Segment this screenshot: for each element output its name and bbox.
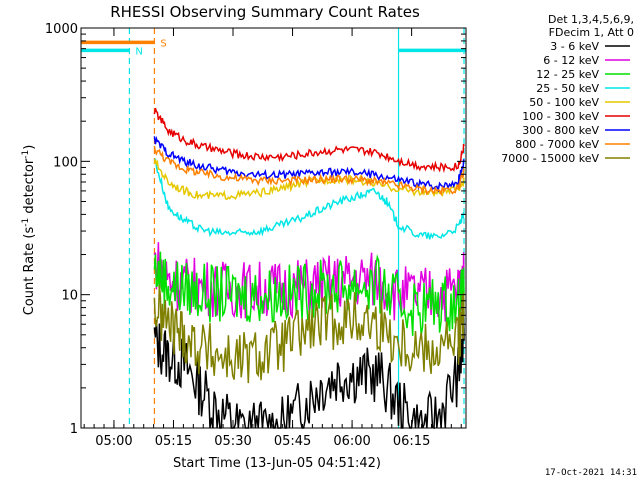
legend-label-3-6-kev: 3 - 6 keV [550,40,599,53]
series-lines [153,107,465,430]
legend-label-100-300-kev: 100 - 300 keV [522,110,599,123]
series-line-300-800-kev [153,135,465,193]
y-axis-label-end: ) [22,145,37,150]
instrument-status-bars: SN [81,38,466,57]
x-tick-label-05-15: 05:15 [155,434,192,449]
y-tick-label-10: 10 [61,289,78,304]
legend-header-0: Det 1,3,4,5,6,9, [548,13,634,26]
y-axis-label-sup2: -1 [21,150,31,159]
y-tick-label-1000: 1000 [45,22,78,37]
series-line-800-7000-kev [153,145,465,197]
x-tick-label-05-45: 05:45 [274,434,311,449]
plot-frame [80,27,467,429]
x-tick-label-06-15: 06:15 [393,434,430,449]
legend-label-6-12-kev: 6 - 12 keV [543,54,599,67]
y-tick-label-1: 1 [70,422,78,437]
series-line-3-6-kev [153,314,465,430]
y-axis-label-main: Count Rate (s [22,227,37,316]
x-tick-label-06-00: 06:00 [333,434,370,449]
plot-area: SN [81,28,466,430]
legend-label-25-50-kev: 25 - 50 keV [536,82,599,95]
series-line-100-300-kev [153,107,465,174]
legend: Det 1,3,4,5,6,9,FDecim 1, Att 03 - 6 keV… [501,13,634,165]
status-bar-label-n: N [135,46,142,57]
x-tick-label-05-30: 05:30 [214,434,251,449]
series-line-25-50-kev [154,158,465,240]
y-axis-label: Count Rate (s-1 detector-1) [21,145,37,316]
chart-title: RHESSI Observing Summary Count Rates [110,3,420,21]
y-axis-label-mid: detector [22,158,37,218]
legend-label-50-100-kev: 50 - 100 keV [529,96,599,109]
legend-label-12-25-kev: 12 - 25 keV [536,68,599,81]
legend-label-7000-15000-kev: 7000 - 15000 keV [501,152,599,165]
instrument-state-lines [128,28,465,428]
x-tick-label-05-00: 05:00 [95,434,132,449]
status-bar-label-s: S [160,38,166,49]
y-axis-label-sup1: -1 [21,218,31,227]
series-line-7000-15000-kev [153,284,465,384]
y-tick-label-100: 100 [53,155,78,170]
x-axis-label: Start Time (13-Jun-05 04:51:42) [173,456,381,471]
axes: 05:00 05:15 05:30 05:45 06:00 06:15 1 10 100 1000 [45,22,467,449]
footer-timestamp: 17-Oct-2021 14:31 [545,468,637,478]
legend-label-800-7000-kev: 800 - 7000 keV [515,138,599,151]
legend-header-1: FDecim 1, Att 0 [549,26,634,39]
legend-label-300-800-kev: 300 - 800 keV [522,124,599,137]
